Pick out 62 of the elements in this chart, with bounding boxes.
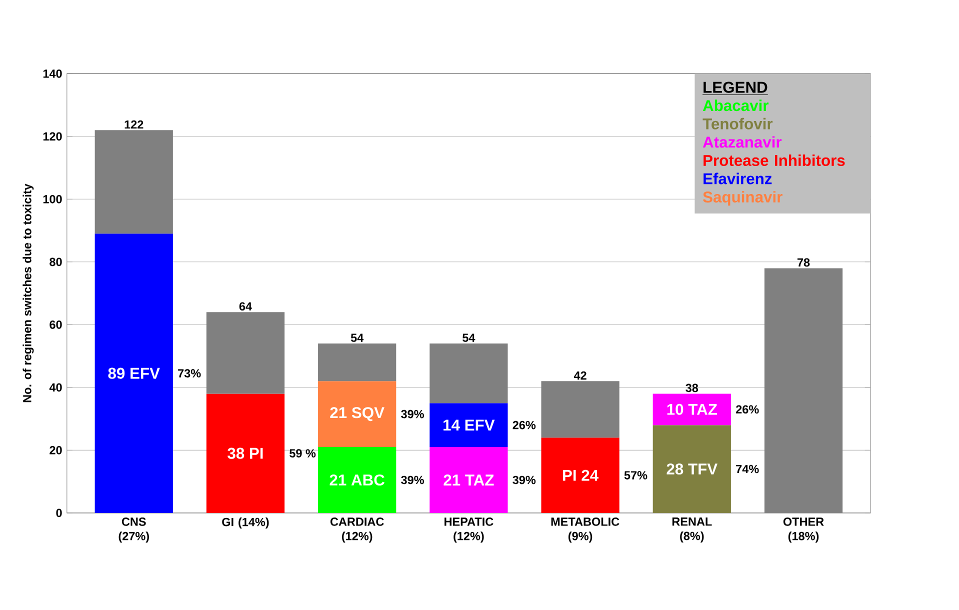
bar (206, 312, 285, 394)
annotation: 26% (512, 421, 536, 430)
y-tick-label: 80 (50, 258, 62, 266)
y-tick-label: 100 (43, 195, 62, 204)
x-tick-label: RENAL (8%) (672, 518, 712, 543)
y-tick-label: 40 (49, 383, 62, 392)
data-label: 28 TFV (666, 464, 718, 475)
text: Protease Inhibitors (704, 154, 845, 166)
bar (430, 344, 508, 404)
y-tick-label: 60 (50, 320, 62, 330)
bar (541, 438, 620, 514)
annotation: 73% (178, 369, 201, 378)
data-label: 21 ABC (330, 474, 385, 486)
data-label: 10 TAZ (667, 404, 717, 416)
bar (206, 394, 285, 514)
text: Tenofovir (702, 118, 773, 130)
x-tick-label: CNS (27%) (118, 518, 149, 543)
annotation: 26% (736, 405, 759, 414)
annotation: 57% (624, 471, 648, 480)
y-tick-label: 0 (56, 508, 62, 518)
data-label: 21 SQV (330, 407, 384, 422)
bar (652, 394, 731, 426)
total-label: 38 (686, 384, 698, 392)
text: Abacavir (702, 100, 769, 112)
annotation: 59 % (290, 449, 316, 458)
text: Efavirenz (704, 172, 772, 184)
annotation: 39% (401, 476, 424, 484)
x-tick-label: CARDIAC (12%) (330, 518, 384, 543)
data-label: 21 TAZ (444, 474, 494, 486)
data-label: 14 EFV (444, 420, 495, 431)
text: Saquinavir (702, 191, 782, 206)
bar (318, 381, 396, 448)
data-label: PI 24 (563, 470, 598, 481)
total-label: 54 (462, 334, 476, 342)
y-axis-title: No. of regimen switches due to toxicity (22, 184, 34, 402)
data-label: 89 EFV (108, 368, 160, 380)
bar (430, 447, 508, 514)
x-tick-label: METABOLIC (9%) (551, 518, 620, 543)
annotation: 39% (512, 476, 536, 484)
bar (652, 425, 731, 514)
x-tick-label: HEPATIC (12%) (444, 518, 494, 543)
legend-title: LEGEND (704, 82, 768, 94)
bar (94, 234, 173, 514)
bar (318, 344, 396, 382)
annotation: 39% (401, 410, 424, 418)
total-label: 122 (124, 120, 144, 129)
bar (94, 130, 173, 234)
bar (318, 447, 396, 514)
y-tick-label: 20 (50, 446, 62, 455)
annotation: 74% (736, 465, 759, 474)
total-label: 78 (797, 258, 810, 267)
x-tick-label: OTHER (18%) (783, 518, 824, 543)
x-tick-label: GI (14%) (222, 518, 269, 529)
bar (430, 403, 508, 448)
bar (541, 381, 620, 438)
text: Atazanavir (702, 136, 782, 148)
data-label: 38 PI (228, 448, 263, 460)
total-label: 42 (574, 372, 586, 380)
total-label: 54 (350, 334, 364, 342)
total-label: 64 (239, 302, 252, 311)
y-tick-label: 140 (43, 70, 62, 78)
y-tick-label: 120 (43, 132, 62, 141)
